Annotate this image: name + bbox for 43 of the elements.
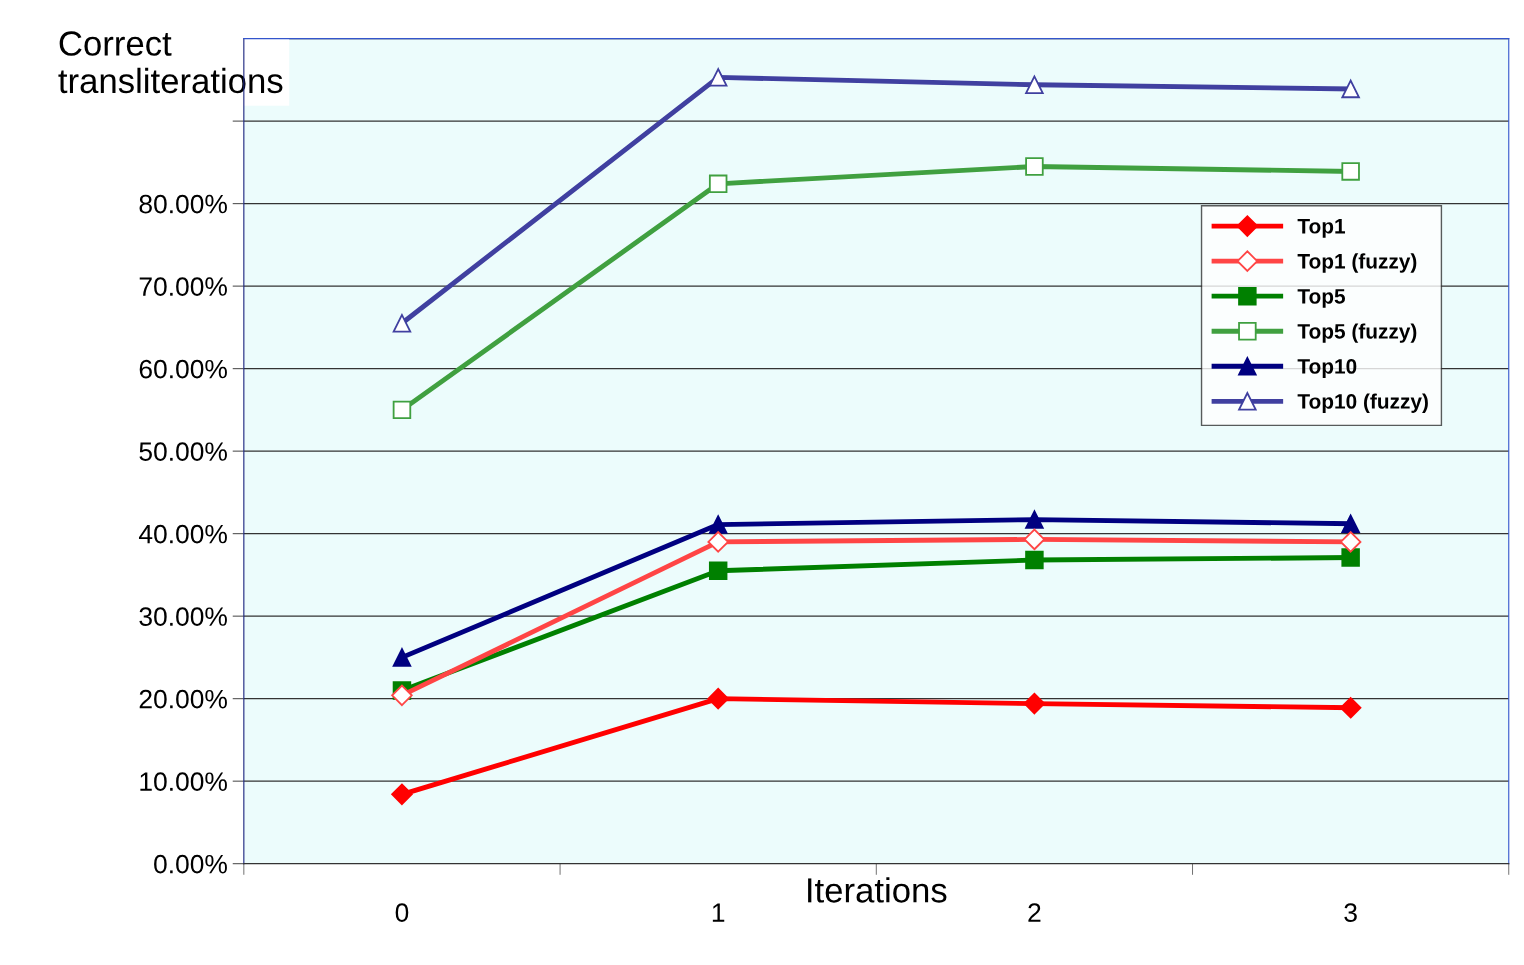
point bbox=[1025, 157, 1044, 176]
y-tick-label: 70.00% bbox=[139, 277, 227, 296]
point bbox=[708, 68, 728, 87]
x-tick-label: 3 bbox=[1344, 903, 1357, 922]
point bbox=[708, 174, 728, 194]
x-tick-label: 1 bbox=[712, 903, 725, 922]
legend-label: Top1 bbox=[1297, 219, 1346, 238]
legend-label: Top10 (fuzzy) bbox=[1297, 393, 1428, 413]
point bbox=[392, 314, 412, 333]
y-tick-label: 20.00% bbox=[139, 689, 227, 709]
y-tick-label: 40.00% bbox=[138, 524, 227, 544]
x-axis-title: Iterations bbox=[808, 877, 947, 903]
point bbox=[1025, 510, 1044, 529]
point bbox=[708, 515, 728, 534]
point bbox=[391, 684, 413, 707]
point bbox=[1341, 514, 1360, 533]
point bbox=[391, 783, 413, 806]
y-tick-label: 80.00% bbox=[139, 194, 227, 214]
point bbox=[1025, 550, 1044, 570]
point bbox=[1023, 692, 1046, 715]
y-tick-label: 10.00% bbox=[140, 772, 227, 791]
point bbox=[1023, 528, 1046, 551]
point bbox=[1339, 697, 1362, 719]
y-tick-label: 0.00% bbox=[154, 854, 227, 874]
legend-label: Top10 bbox=[1297, 359, 1357, 378]
point bbox=[1025, 75, 1044, 95]
point bbox=[392, 400, 412, 420]
y-tick-label: 30.00% bbox=[139, 607, 227, 626]
y-tick-label: 50.00% bbox=[139, 442, 227, 461]
legend-label: Top5 bbox=[1297, 289, 1346, 308]
point bbox=[392, 648, 412, 667]
legend-label: Top5 (fuzzy) bbox=[1297, 323, 1417, 343]
x-tick-label: 0 bbox=[395, 903, 409, 922]
point bbox=[707, 531, 729, 553]
point bbox=[707, 687, 729, 710]
point bbox=[1339, 531, 1362, 553]
legend-label: Top1 (fuzzy) bbox=[1297, 253, 1417, 273]
point bbox=[1341, 79, 1360, 99]
point bbox=[708, 561, 728, 581]
x-tick-label: 2 bbox=[1028, 903, 1041, 922]
point bbox=[1341, 162, 1360, 181]
point bbox=[1341, 548, 1360, 567]
y-tick-label: 60.00% bbox=[139, 359, 227, 379]
